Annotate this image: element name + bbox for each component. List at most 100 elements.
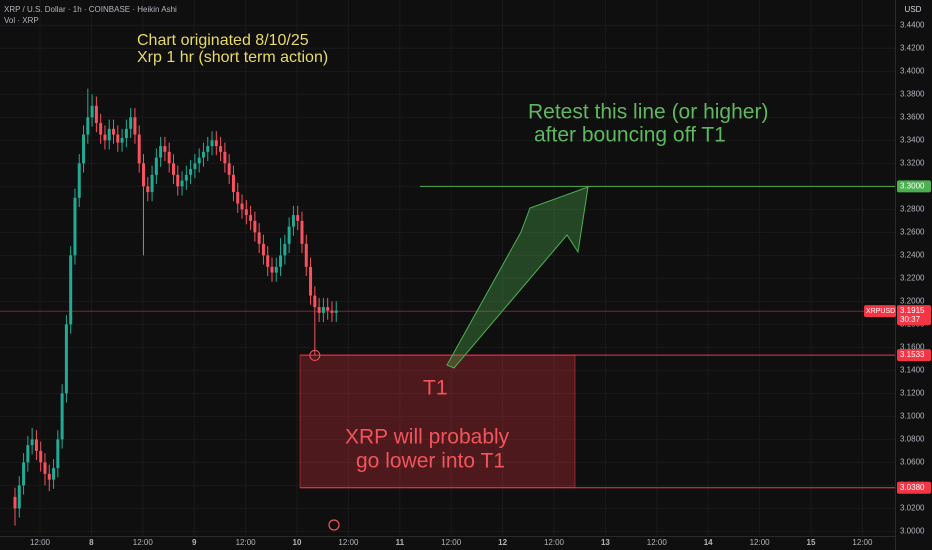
y-tick-label: 3.1200 [900,388,925,397]
candle-body [99,123,103,135]
candle-body [244,209,248,216]
y-tick-label: 3.2600 [900,227,925,236]
y-tick-label: 3.2200 [900,273,925,282]
candle-body [304,243,308,267]
candle-body [274,266,278,273]
y-tick-label: 3.3600 [900,112,925,121]
candle-body [253,220,257,233]
candle-body [321,307,325,313]
y-tick-label: 3.2800 [900,204,925,213]
x-tick-label: 10 [293,538,302,547]
x-tick-label: 12:00 [852,538,873,547]
currency: USD [905,5,922,14]
candle-body [116,134,120,143]
symbol-tag [864,305,896,318]
x-tick-label: 13 [601,538,610,547]
candle-body [22,462,26,486]
candle-body [261,243,265,256]
y-tick-label: 3.2400 [900,250,925,259]
candle-body [279,255,283,267]
candle-body [39,450,43,463]
candle-body [56,439,60,469]
x-tick-label: 12:00 [544,538,565,547]
candle-body [330,310,334,313]
candle-body [249,215,253,221]
x-tick-label: 8 [89,538,94,547]
candle-body [47,473,51,480]
candle-body [103,134,107,141]
candle-body [69,255,73,325]
candle-body [334,310,338,313]
candle-body [257,232,261,244]
overlay [0,185,895,489]
candle-body [137,134,141,164]
candle-body [283,243,287,256]
y-tick-label: 3.3800 [900,89,925,98]
candle-body [133,117,137,135]
candle-body [94,105,98,124]
annotation: XRP will probably [345,426,510,449]
candle-body [154,157,158,175]
candle-body [184,174,188,181]
candle-body [34,439,38,451]
candles [13,88,338,526]
candle-body [73,197,77,256]
candle-body [210,140,214,147]
x-tick-label: 12:00 [30,538,51,547]
candle-body [120,138,124,143]
candle-body [129,117,133,129]
candle-body [180,180,184,187]
candle-body [86,117,90,135]
candle-body [266,255,270,267]
candle-body [287,226,291,244]
candle-body [77,163,81,198]
annotation: Chart originated 8/10/25 [137,32,309,49]
candle-body [240,203,244,210]
candle-body [107,128,111,141]
candle-body [163,146,167,152]
candle-body [227,163,231,175]
y-tick-label: 3.3400 [900,135,925,144]
candle-body [270,266,274,273]
countdown-label: 30:37 [900,315,921,324]
annotation: Xrp 1 hr (short term action) [137,49,328,66]
y-tick-label: 3.1400 [900,365,925,374]
candle-body [236,192,240,204]
annotation: Retest this line (or higher) [528,101,768,124]
candle-body [193,163,197,170]
candle-body [197,157,201,164]
x-tick-label: 12:00 [750,538,771,547]
candle-body [189,169,193,175]
price-tag [897,305,931,326]
x-tick-label: 12:00 [338,538,359,547]
y-tick-label: 3.2000 [900,296,925,305]
candle-body [171,163,175,175]
replay-icon[interactable] [328,519,340,531]
x-tick-label: 12:00 [647,538,668,547]
y-tick-label: 3.4200 [900,43,925,52]
candle-body [317,307,321,313]
arrow [446,186,589,369]
candle-body [146,186,150,193]
candle-body [159,146,163,158]
x-tick-label: 9 [192,538,197,547]
icon [328,519,340,531]
candle-body [112,128,116,135]
chart-title: XRP / U.S. Dollar · 1h · COINBASE · Heik… [4,5,177,14]
x-tick-label: 14 [704,538,713,547]
x-tick-label: 12:00 [133,538,154,547]
level-tag [897,349,931,362]
candle-body [150,174,154,193]
candle-body [300,220,304,244]
candle-body [201,151,205,158]
y-tick-label: 3.0600 [900,457,925,466]
y-tick-label: 3.1600 [900,342,925,351]
candle-body [142,163,145,187]
candle-body [52,468,56,480]
y-tick-label: 3.4400 [900,20,925,29]
annotation: go lower into T1 [356,450,505,473]
annotation: T1 [423,377,448,400]
candle-body [176,174,180,187]
